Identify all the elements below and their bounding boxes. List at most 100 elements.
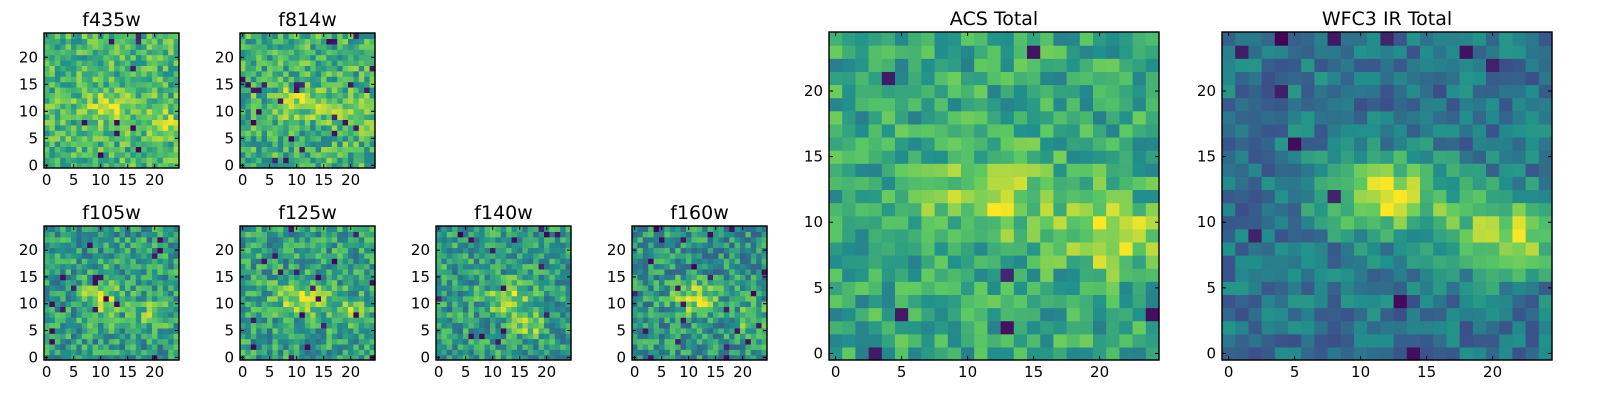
heatmap-cell bbox=[304, 311, 311, 318]
heatmap-cell bbox=[250, 226, 257, 232]
heatmap-cell bbox=[369, 124, 376, 131]
heatmap-cell bbox=[490, 311, 496, 318]
heatmap-cell bbox=[304, 108, 311, 115]
heatmap-cell bbox=[1446, 215, 1461, 230]
heatmap-cell bbox=[1222, 281, 1236, 295]
heatmap-cell bbox=[342, 130, 349, 137]
heatmap-cell bbox=[146, 268, 153, 275]
heatmap-cell bbox=[114, 119, 121, 126]
heatmap-cell bbox=[261, 333, 268, 340]
heatmap-cell bbox=[321, 76, 327, 83]
heatmap-cell bbox=[1066, 294, 1081, 309]
heatmap-cell bbox=[1288, 346, 1302, 361]
heatmap-cell bbox=[549, 236, 556, 243]
heatmap-cell bbox=[369, 114, 376, 120]
heatmap-cell bbox=[326, 146, 333, 153]
heatmap-cell bbox=[44, 343, 50, 350]
heatmap-cell bbox=[152, 65, 158, 72]
heatmap-cell bbox=[961, 189, 975, 204]
heatmap-cell bbox=[1053, 202, 1068, 217]
heatmap-cell bbox=[157, 141, 164, 147]
heatmap-cell bbox=[294, 327, 300, 334]
heatmap-cell bbox=[637, 343, 644, 350]
heatmap-cell bbox=[855, 176, 870, 191]
heatmap-cell bbox=[358, 103, 365, 110]
heatmap-cell bbox=[103, 146, 110, 153]
heatmap-cell bbox=[81, 322, 88, 329]
heatmap-cell bbox=[713, 258, 719, 265]
heatmap-cell bbox=[364, 141, 371, 147]
heatmap-cell bbox=[108, 162, 115, 169]
heatmap-cell bbox=[707, 311, 714, 318]
heatmap-cell bbox=[256, 247, 263, 254]
heatmap-cell bbox=[108, 65, 115, 72]
heatmap-cell bbox=[54, 349, 61, 356]
heatmap-cell bbox=[87, 242, 94, 249]
heatmap-cell bbox=[1420, 241, 1434, 256]
heatmap-cell bbox=[277, 92, 284, 99]
heatmap-cell bbox=[961, 294, 975, 309]
heatmap-cell bbox=[908, 307, 922, 322]
heatmap-cell bbox=[696, 258, 703, 265]
heatmap-cell bbox=[60, 135, 67, 142]
heatmap-cell bbox=[745, 295, 752, 302]
heatmap-cell bbox=[71, 108, 77, 115]
heatmap-cell bbox=[761, 349, 768, 356]
heatmap-cell bbox=[1222, 320, 1236, 335]
heatmap-cell bbox=[146, 311, 153, 318]
heatmap-cell bbox=[761, 338, 768, 345]
heatmap-cell bbox=[326, 151, 333, 158]
heatmap-cell bbox=[283, 124, 290, 131]
heatmap-cell bbox=[49, 258, 56, 265]
heatmap-cell bbox=[686, 284, 692, 291]
heatmap-cell bbox=[119, 38, 126, 45]
heatmap-cell bbox=[881, 268, 896, 282]
heatmap-cell bbox=[135, 119, 142, 126]
heatmap-cell bbox=[288, 247, 295, 254]
heatmap-cell bbox=[463, 274, 469, 281]
heatmap-cell bbox=[87, 76, 94, 83]
heatmap-cell bbox=[299, 146, 306, 153]
heatmap-cell bbox=[146, 236, 153, 243]
heatmap-cell bbox=[554, 279, 561, 286]
heatmap-cell bbox=[718, 226, 725, 232]
heatmap-cell bbox=[348, 108, 354, 115]
heatmap-cell bbox=[506, 247, 513, 254]
heatmap-cell bbox=[1106, 97, 1120, 112]
heatmap-cell bbox=[71, 70, 77, 77]
heatmap-cell bbox=[506, 338, 513, 345]
heatmap-cell bbox=[961, 346, 975, 361]
heatmap-cell bbox=[664, 306, 671, 313]
heatmap-cell bbox=[76, 301, 83, 307]
heatmap-cell bbox=[81, 242, 88, 249]
heatmap-cell bbox=[457, 343, 464, 350]
heatmap-cell bbox=[713, 236, 719, 243]
heatmap-cell bbox=[277, 141, 284, 147]
heatmap-cell bbox=[326, 103, 333, 110]
heatmap-cell bbox=[441, 279, 448, 286]
heatmap-cell bbox=[484, 349, 491, 356]
heatmap-cell bbox=[1340, 346, 1355, 361]
heatmap-cell bbox=[353, 97, 360, 104]
heatmap-cell bbox=[277, 49, 284, 56]
heatmap-cell bbox=[119, 124, 126, 131]
heatmap-cell bbox=[1053, 189, 1068, 204]
heatmap-cell bbox=[463, 311, 469, 318]
heatmap-cell bbox=[87, 231, 94, 238]
heatmap-cell bbox=[511, 311, 518, 318]
heatmap-cell bbox=[500, 284, 507, 291]
heatmap-cell bbox=[49, 135, 56, 142]
heatmap-cell bbox=[675, 322, 682, 329]
heatmap-cell bbox=[60, 242, 67, 249]
heatmap-cell bbox=[108, 108, 115, 115]
heatmap-cell bbox=[294, 146, 300, 153]
heatmap-cell bbox=[256, 87, 263, 93]
heatmap-cell bbox=[1354, 241, 1368, 256]
heatmap-cell bbox=[283, 49, 290, 56]
heatmap-cell bbox=[745, 322, 752, 329]
heatmap-cell bbox=[348, 322, 354, 329]
heatmap-cell bbox=[168, 263, 175, 270]
heatmap-cell bbox=[1093, 150, 1107, 164]
heatmap-cell bbox=[272, 306, 279, 313]
heatmap-cell bbox=[342, 295, 349, 302]
